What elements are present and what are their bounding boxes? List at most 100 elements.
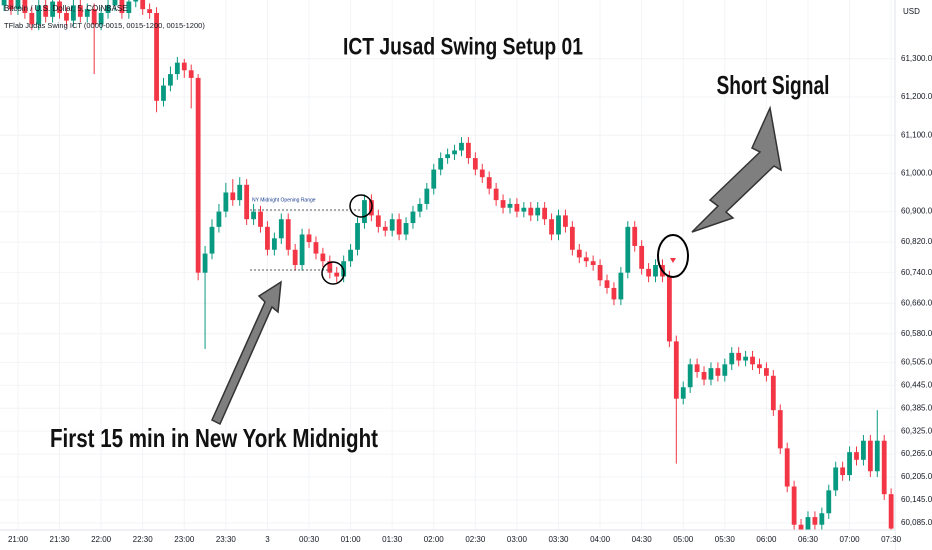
candle-body bbox=[403, 223, 409, 235]
candle-body bbox=[119, 0, 125, 13]
annotation: Short Signal bbox=[717, 70, 830, 100]
candle-body bbox=[348, 249, 353, 262]
candle-body bbox=[410, 211, 416, 224]
candle-body bbox=[625, 226, 631, 273]
candle-body bbox=[355, 223, 360, 250]
candle-body bbox=[306, 234, 312, 243]
candle-body bbox=[680, 387, 686, 399]
candle-body bbox=[646, 268, 651, 277]
candle-body bbox=[576, 249, 582, 258]
candle-body bbox=[500, 200, 506, 208]
candle-body bbox=[271, 238, 277, 250]
arrow bbox=[691, 105, 783, 233]
candle-body bbox=[36, 5, 42, 25]
candle-body bbox=[881, 440, 887, 495]
candle-body bbox=[528, 207, 534, 216]
candle-body bbox=[493, 188, 499, 201]
candle-body bbox=[195, 77, 201, 273]
candle-body bbox=[743, 356, 749, 361]
candle-body bbox=[292, 249, 298, 266]
candle-body bbox=[299, 234, 305, 266]
candle-body bbox=[431, 169, 437, 189]
overlay bbox=[211, 105, 783, 426]
candle-body bbox=[334, 272, 340, 277]
x-tick-label: 06:30 bbox=[798, 535, 819, 544]
candle-body bbox=[438, 158, 444, 170]
x-tick-label: 03:00 bbox=[507, 535, 528, 544]
candle-body bbox=[181, 62, 187, 71]
candle-body bbox=[653, 265, 658, 277]
candle-body bbox=[57, 1, 62, 13]
y-tick-label: 60,145.00 bbox=[901, 495, 932, 504]
y-tick-label: 60,385.00 bbox=[901, 403, 932, 412]
x-tick-label: 23:30 bbox=[216, 535, 237, 544]
candle-body bbox=[265, 226, 270, 250]
candle-body bbox=[729, 352, 735, 365]
candle-body bbox=[777, 410, 783, 449]
candle-body bbox=[874, 440, 880, 472]
y-tick-label: 60,085.00 bbox=[901, 518, 932, 527]
candle-body bbox=[542, 207, 548, 220]
candle-body bbox=[472, 158, 478, 170]
highlight-circle bbox=[657, 234, 689, 278]
candle-body bbox=[64, 12, 69, 21]
candle-body bbox=[757, 364, 762, 369]
candle-body bbox=[854, 452, 859, 460]
candle-body bbox=[84, 9, 90, 17]
candle-body bbox=[278, 219, 284, 239]
candle-body bbox=[230, 192, 236, 201]
candle-body bbox=[507, 203, 513, 208]
candle-body bbox=[666, 276, 672, 342]
currency: USD bbox=[903, 7, 920, 16]
candle-body bbox=[375, 215, 381, 227]
candle-body bbox=[687, 364, 693, 388]
candle-body bbox=[71, 5, 76, 21]
candle-body bbox=[590, 261, 596, 266]
price-axis-panel bbox=[895, 0, 932, 550]
candle-body bbox=[1, 0, 7, 6]
candle-body bbox=[126, 1, 132, 13]
candle-body bbox=[611, 287, 617, 300]
candle-body bbox=[258, 211, 263, 227]
x-tick-label: 04:00 bbox=[590, 535, 611, 544]
candle-body bbox=[8, 0, 14, 10]
x-tick-label: 02:00 bbox=[424, 535, 445, 544]
candle-body bbox=[791, 486, 797, 525]
candle-body bbox=[861, 440, 866, 460]
candle-body bbox=[812, 517, 818, 525]
annotation: First 15 min in New York Midnight bbox=[50, 423, 378, 453]
y-tick-label: 61,100.00 bbox=[901, 130, 932, 139]
candle-body bbox=[583, 257, 589, 262]
candle-body bbox=[244, 184, 250, 220]
candle-body bbox=[105, 5, 111, 13]
candle-body bbox=[819, 513, 825, 525]
x-tick-label: 00:30 bbox=[299, 535, 320, 544]
candle-body bbox=[452, 150, 457, 155]
y-tick-label: 60,580.00 bbox=[901, 329, 932, 338]
candle-body bbox=[514, 203, 520, 212]
candle-body bbox=[618, 272, 624, 300]
y-tick-label: 60,325.00 bbox=[901, 426, 932, 435]
x-tick-label: 03:30 bbox=[548, 535, 569, 544]
indicator: TFlab Judas Swing ICT (0000-0015, 0015-1… bbox=[4, 21, 205, 30]
candle-body bbox=[673, 341, 679, 399]
candle-body bbox=[445, 154, 451, 159]
y-tick-label: 60,265.00 bbox=[901, 449, 932, 458]
candle-body bbox=[750, 356, 755, 365]
candle-body bbox=[486, 177, 492, 189]
candle-body bbox=[805, 517, 811, 530]
candle-body bbox=[362, 200, 367, 224]
candle-body bbox=[174, 62, 180, 75]
candle-body bbox=[77, 5, 83, 17]
candle-body bbox=[15, 0, 21, 10]
x-tick-label: 02:30 bbox=[465, 535, 486, 544]
y-tick-label: 60,660.00 bbox=[901, 298, 932, 307]
candle-body bbox=[784, 448, 790, 487]
candle-body bbox=[168, 74, 173, 86]
candle-body bbox=[147, 9, 153, 13]
x-tick-label: 07:30 bbox=[881, 535, 902, 544]
x-tick-label: 01:00 bbox=[341, 535, 362, 544]
highlight-circle bbox=[321, 261, 345, 285]
x-tick-label: 05:00 bbox=[673, 535, 694, 544]
arrow bbox=[211, 280, 282, 426]
